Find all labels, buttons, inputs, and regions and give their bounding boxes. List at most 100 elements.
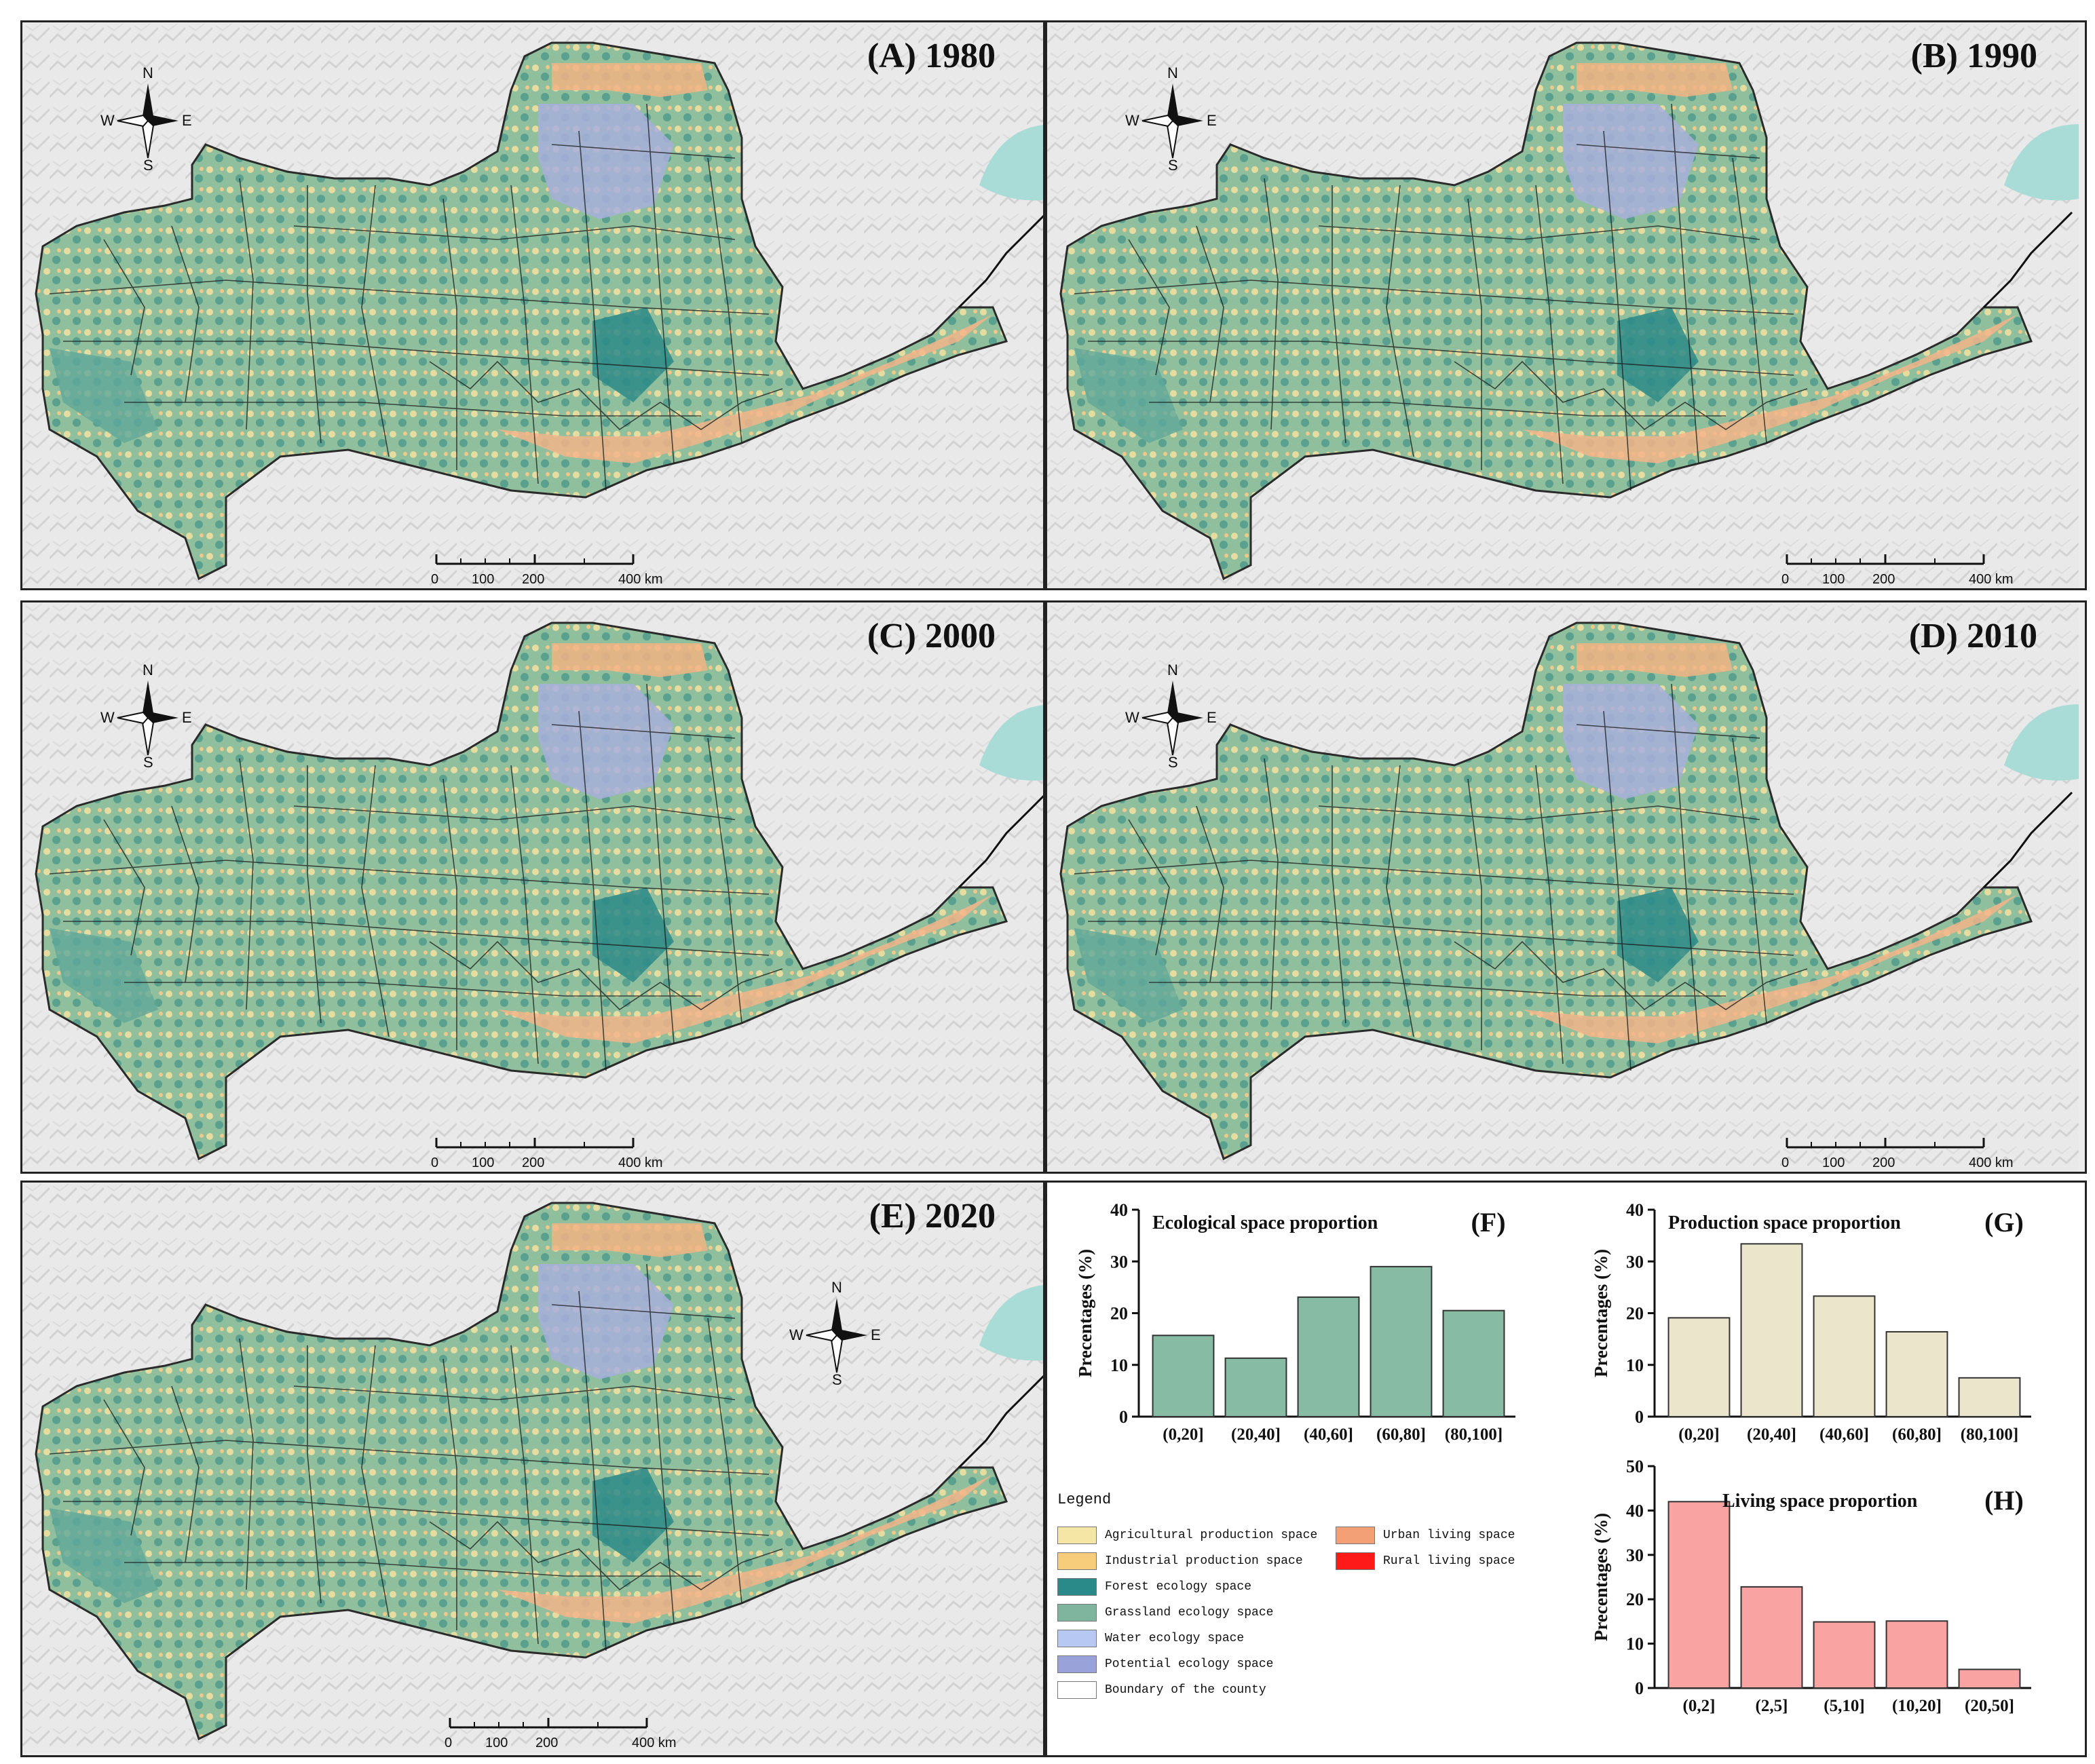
compass-west-label: W	[100, 709, 115, 726]
legend-heading: Legend	[1057, 1491, 1112, 1508]
potential-ecology-zone	[1563, 684, 1699, 799]
forest-zone-central	[1617, 307, 1699, 402]
forest-zone-central	[1617, 887, 1699, 982]
y-tick-label: 30	[1626, 1546, 1644, 1565]
basin-region	[35, 41, 1008, 581]
compass-south-label: S	[1168, 754, 1178, 771]
chart-title: Production space proportion	[1668, 1212, 1901, 1233]
legend-item: Grassland ecology space	[1057, 1603, 1273, 1623]
legend-swatch	[1057, 1578, 1097, 1596]
y-tick-label: 30	[1110, 1252, 1128, 1271]
legend: Legend Agricultural production space Indu…	[1057, 1491, 1573, 1742]
potential-ecology-zone	[538, 104, 674, 219]
basin-map-svg	[1047, 602, 2079, 1172]
basin-region	[1059, 621, 2033, 1161]
potential-ecology-zone	[1563, 104, 1699, 219]
x-tick-label: (0,20]	[1163, 1425, 1203, 1444]
x-tick-label: (40,60]	[1819, 1425, 1869, 1444]
forest-zone-west	[50, 928, 158, 1023]
urban-corridor	[1522, 894, 2018, 1043]
chart-panel-label: (G)	[1984, 1207, 2024, 1238]
legend-label: Boundary of the county	[1105, 1683, 1266, 1697]
legend-label: Rural living space	[1383, 1554, 1515, 1568]
urban-strip	[552, 63, 708, 97]
north-arrow: N S W E	[100, 662, 195, 771]
x-tick-label: (0,20]	[1678, 1425, 1719, 1444]
legend-swatch	[1057, 1604, 1097, 1622]
x-tick-label: (10,20]	[1892, 1697, 1942, 1715]
forest-zone-central	[592, 307, 674, 402]
map-panel-1980: (A) 1980 N S W E 0 100 200 400 km	[20, 20, 1045, 590]
urban-strip	[552, 1223, 708, 1257]
sea-area	[979, 125, 1043, 201]
bar-4	[1958, 1377, 2021, 1417]
urban-strip	[552, 643, 708, 677]
x-tick-label: (0,2]	[1683, 1697, 1716, 1715]
basin-region	[35, 1202, 1008, 1741]
bar-1	[1740, 1243, 1803, 1417]
basin-region	[1059, 41, 2033, 581]
legend-swatch	[1057, 1655, 1097, 1673]
bar-1	[1740, 1586, 1803, 1689]
ecological-space-chart: 0 10 20 30 40 (0,20] (20,40] (40,60] (60,80] (80,…	[1054, 1196, 1556, 1457]
potential-ecology-zone	[538, 1264, 674, 1379]
y-tick-label: 50	[1626, 1457, 1644, 1476]
map-panel-2010: (D) 2010 N S W E 0 100 200 400 km	[1045, 600, 2087, 1174]
compass-north-label: N	[1167, 64, 1178, 81]
map-panel-title: (C) 2000	[867, 617, 996, 655]
legend-item: Boundary of the county	[1057, 1680, 1266, 1700]
urban-corridor	[497, 1474, 993, 1624]
legend-label: Agricultural production space	[1105, 1529, 1318, 1542]
legend-swatch	[1057, 1552, 1097, 1570]
bar-2	[1813, 1621, 1876, 1689]
compass-south-label: S	[832, 1371, 842, 1388]
compass-south-label: S	[1168, 157, 1178, 174]
x-tick-label: (20,40]	[1231, 1425, 1281, 1444]
legend-label: Industrial production space	[1105, 1554, 1303, 1568]
compass-west-label: W	[789, 1326, 804, 1343]
potential-ecology-zone	[538, 684, 674, 799]
scale-label-100: 100	[1822, 572, 1845, 587]
compass-north-label: N	[143, 64, 153, 81]
compass-north-label: N	[143, 662, 153, 678]
compass-east-label: E	[1207, 112, 1217, 129]
legend-swatch	[1057, 1527, 1097, 1544]
bar-3	[1885, 1330, 1948, 1417]
chart-panel-label: (H)	[1984, 1485, 2024, 1516]
compass-east-label: E	[182, 112, 192, 129]
county-boundaries	[1074, 683, 1808, 1071]
urban-strip	[1577, 643, 1733, 677]
scale-label-0: 0	[1781, 1155, 1790, 1170]
basin-map-svg	[1047, 22, 2079, 588]
north-arrow: N S W E	[1125, 662, 1220, 771]
scale-label-200: 200	[522, 1155, 545, 1170]
y-axis-label: Precentages (%)	[1075, 1249, 1095, 1377]
forest-zone-central	[592, 1468, 674, 1562]
urban-corridor	[1522, 314, 2018, 463]
x-tick-label: (60,80]	[1892, 1425, 1942, 1444]
map-panel-title: (E) 2020	[869, 1197, 996, 1235]
river-outlet	[958, 214, 1043, 309]
y-tick-label: 20	[1626, 1304, 1644, 1324]
county-boundaries	[49, 683, 783, 1071]
bar-2	[1297, 1296, 1360, 1417]
scale-label-100: 100	[1822, 1155, 1845, 1170]
y-tick-label: 30	[1626, 1252, 1644, 1271]
scale-label-400: 400 km	[618, 572, 663, 587]
scale-label-0: 0	[445, 1736, 453, 1750]
north-arrow: N S W E	[100, 64, 195, 174]
county-boundaries	[1074, 103, 1808, 491]
scale-label-100: 100	[472, 572, 495, 587]
forest-zone-central	[592, 887, 674, 982]
bar-0	[1667, 1317, 1731, 1417]
basin-map-svg	[22, 1183, 1043, 1752]
legend-label: Potential ecology space	[1105, 1657, 1274, 1671]
river-outlet	[1982, 791, 2073, 889]
bar-4	[1442, 1309, 1505, 1417]
map-panel-title: (A) 1980	[867, 37, 996, 75]
y-tick-label: 0	[1635, 1407, 1644, 1427]
scale-label-400: 400 km	[632, 1736, 677, 1750]
basin-region	[35, 621, 1008, 1161]
legend-swatch	[1057, 1681, 1097, 1699]
scale-bar: 0 100 200 400 km	[430, 1128, 687, 1170]
